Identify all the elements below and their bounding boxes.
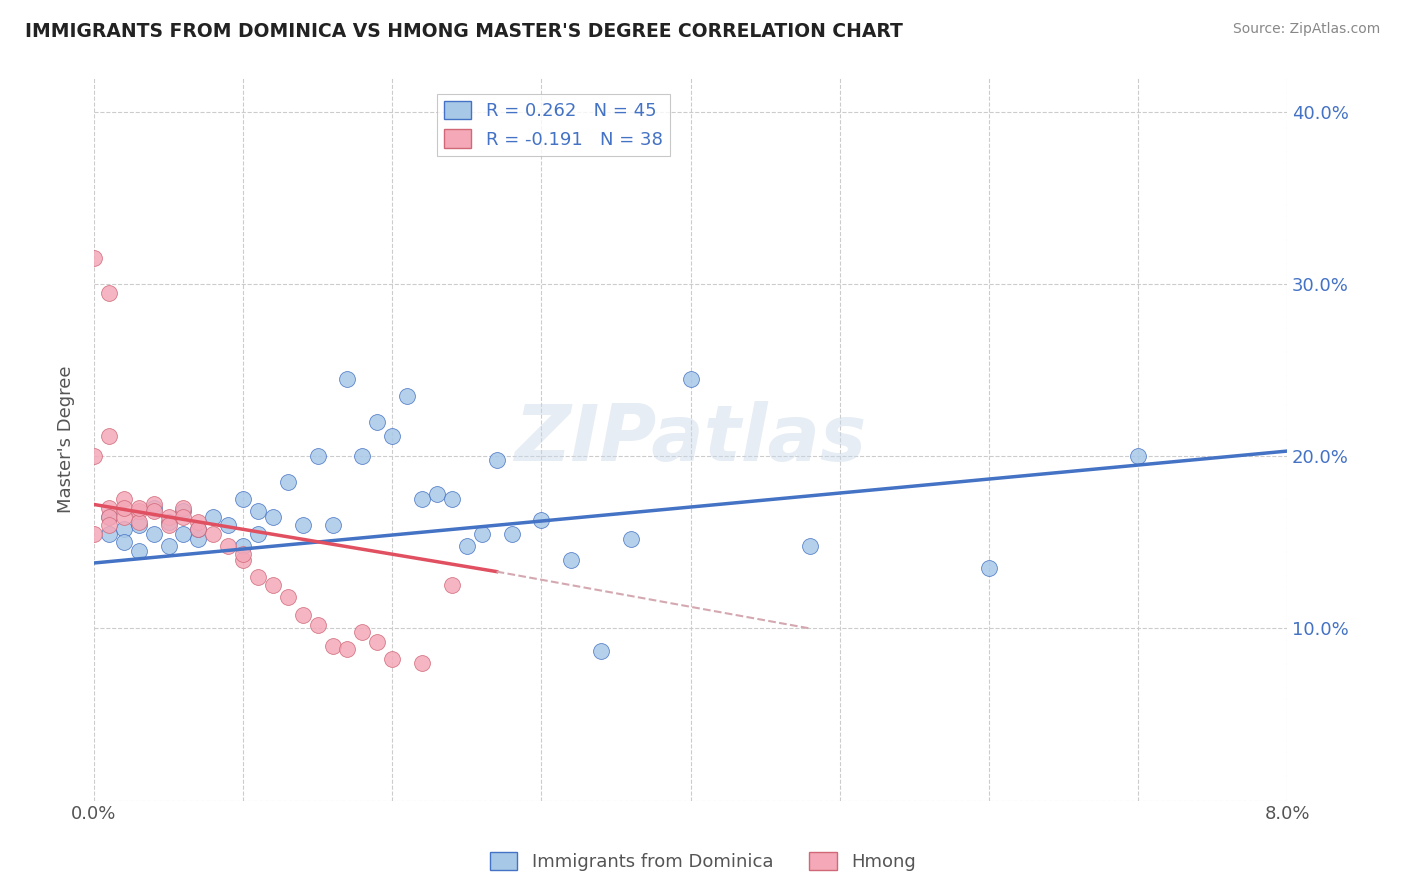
Point bbox=[322, 518, 344, 533]
Point bbox=[142, 504, 165, 518]
Point bbox=[202, 509, 225, 524]
Point bbox=[366, 635, 388, 649]
Point bbox=[232, 548, 254, 562]
Point bbox=[679, 372, 702, 386]
Point bbox=[246, 570, 269, 584]
Point bbox=[172, 509, 194, 524]
Point bbox=[560, 552, 582, 566]
Point bbox=[83, 526, 105, 541]
Point bbox=[157, 515, 180, 529]
Legend: Immigrants from Dominica, Hmong: Immigrants from Dominica, Hmong bbox=[484, 845, 922, 879]
Point bbox=[246, 526, 269, 541]
Point bbox=[112, 500, 135, 515]
Point bbox=[262, 509, 284, 524]
Point bbox=[187, 532, 209, 546]
Point bbox=[291, 518, 314, 533]
Point bbox=[97, 509, 120, 524]
Point bbox=[620, 532, 643, 546]
Point bbox=[440, 578, 463, 592]
Point bbox=[352, 624, 374, 639]
Point bbox=[172, 526, 194, 541]
Point bbox=[187, 515, 209, 529]
Point bbox=[97, 500, 120, 515]
Point bbox=[381, 428, 404, 442]
Point bbox=[202, 526, 225, 541]
Point bbox=[277, 591, 299, 605]
Point bbox=[336, 642, 359, 657]
Y-axis label: Master's Degree: Master's Degree bbox=[58, 366, 75, 513]
Legend: R = 0.262   N = 45, R = -0.191   N = 38: R = 0.262 N = 45, R = -0.191 N = 38 bbox=[437, 94, 669, 156]
Point bbox=[142, 500, 165, 515]
Point bbox=[172, 500, 194, 515]
Point bbox=[128, 544, 150, 558]
Point bbox=[97, 509, 120, 524]
Point bbox=[142, 526, 165, 541]
Point bbox=[217, 518, 239, 533]
Point bbox=[97, 518, 120, 533]
Point bbox=[246, 504, 269, 518]
Point bbox=[977, 561, 1000, 575]
Point bbox=[128, 500, 150, 515]
Point bbox=[157, 539, 180, 553]
Point bbox=[307, 449, 329, 463]
Point bbox=[530, 513, 553, 527]
Point bbox=[112, 522, 135, 536]
Point bbox=[426, 487, 449, 501]
Point bbox=[112, 492, 135, 507]
Point bbox=[128, 515, 150, 529]
Point bbox=[232, 492, 254, 507]
Point bbox=[589, 644, 612, 658]
Point bbox=[157, 518, 180, 533]
Point bbox=[322, 639, 344, 653]
Point bbox=[97, 526, 120, 541]
Point bbox=[232, 552, 254, 566]
Point bbox=[291, 607, 314, 622]
Point bbox=[411, 492, 433, 507]
Text: ZIPatlas: ZIPatlas bbox=[515, 401, 866, 477]
Point bbox=[471, 526, 494, 541]
Point bbox=[97, 428, 120, 442]
Point bbox=[172, 504, 194, 518]
Point bbox=[112, 535, 135, 549]
Point bbox=[799, 539, 821, 553]
Point bbox=[485, 452, 508, 467]
Point bbox=[112, 509, 135, 524]
Point bbox=[232, 539, 254, 553]
Point bbox=[97, 285, 120, 300]
Point bbox=[456, 539, 478, 553]
Point bbox=[501, 526, 523, 541]
Point bbox=[336, 372, 359, 386]
Text: Source: ZipAtlas.com: Source: ZipAtlas.com bbox=[1233, 22, 1381, 37]
Point bbox=[217, 539, 239, 553]
Point bbox=[411, 656, 433, 670]
Point bbox=[381, 652, 404, 666]
Point bbox=[352, 449, 374, 463]
Point bbox=[366, 415, 388, 429]
Point bbox=[128, 504, 150, 518]
Point bbox=[157, 509, 180, 524]
Point bbox=[83, 252, 105, 266]
Point bbox=[440, 492, 463, 507]
Point bbox=[187, 522, 209, 536]
Point bbox=[142, 498, 165, 512]
Point bbox=[187, 522, 209, 536]
Point bbox=[1126, 449, 1149, 463]
Point bbox=[277, 475, 299, 489]
Point bbox=[83, 449, 105, 463]
Point bbox=[396, 389, 419, 403]
Point bbox=[262, 578, 284, 592]
Point bbox=[307, 618, 329, 632]
Text: IMMIGRANTS FROM DOMINICA VS HMONG MASTER'S DEGREE CORRELATION CHART: IMMIGRANTS FROM DOMINICA VS HMONG MASTER… bbox=[25, 22, 903, 41]
Point bbox=[128, 518, 150, 533]
